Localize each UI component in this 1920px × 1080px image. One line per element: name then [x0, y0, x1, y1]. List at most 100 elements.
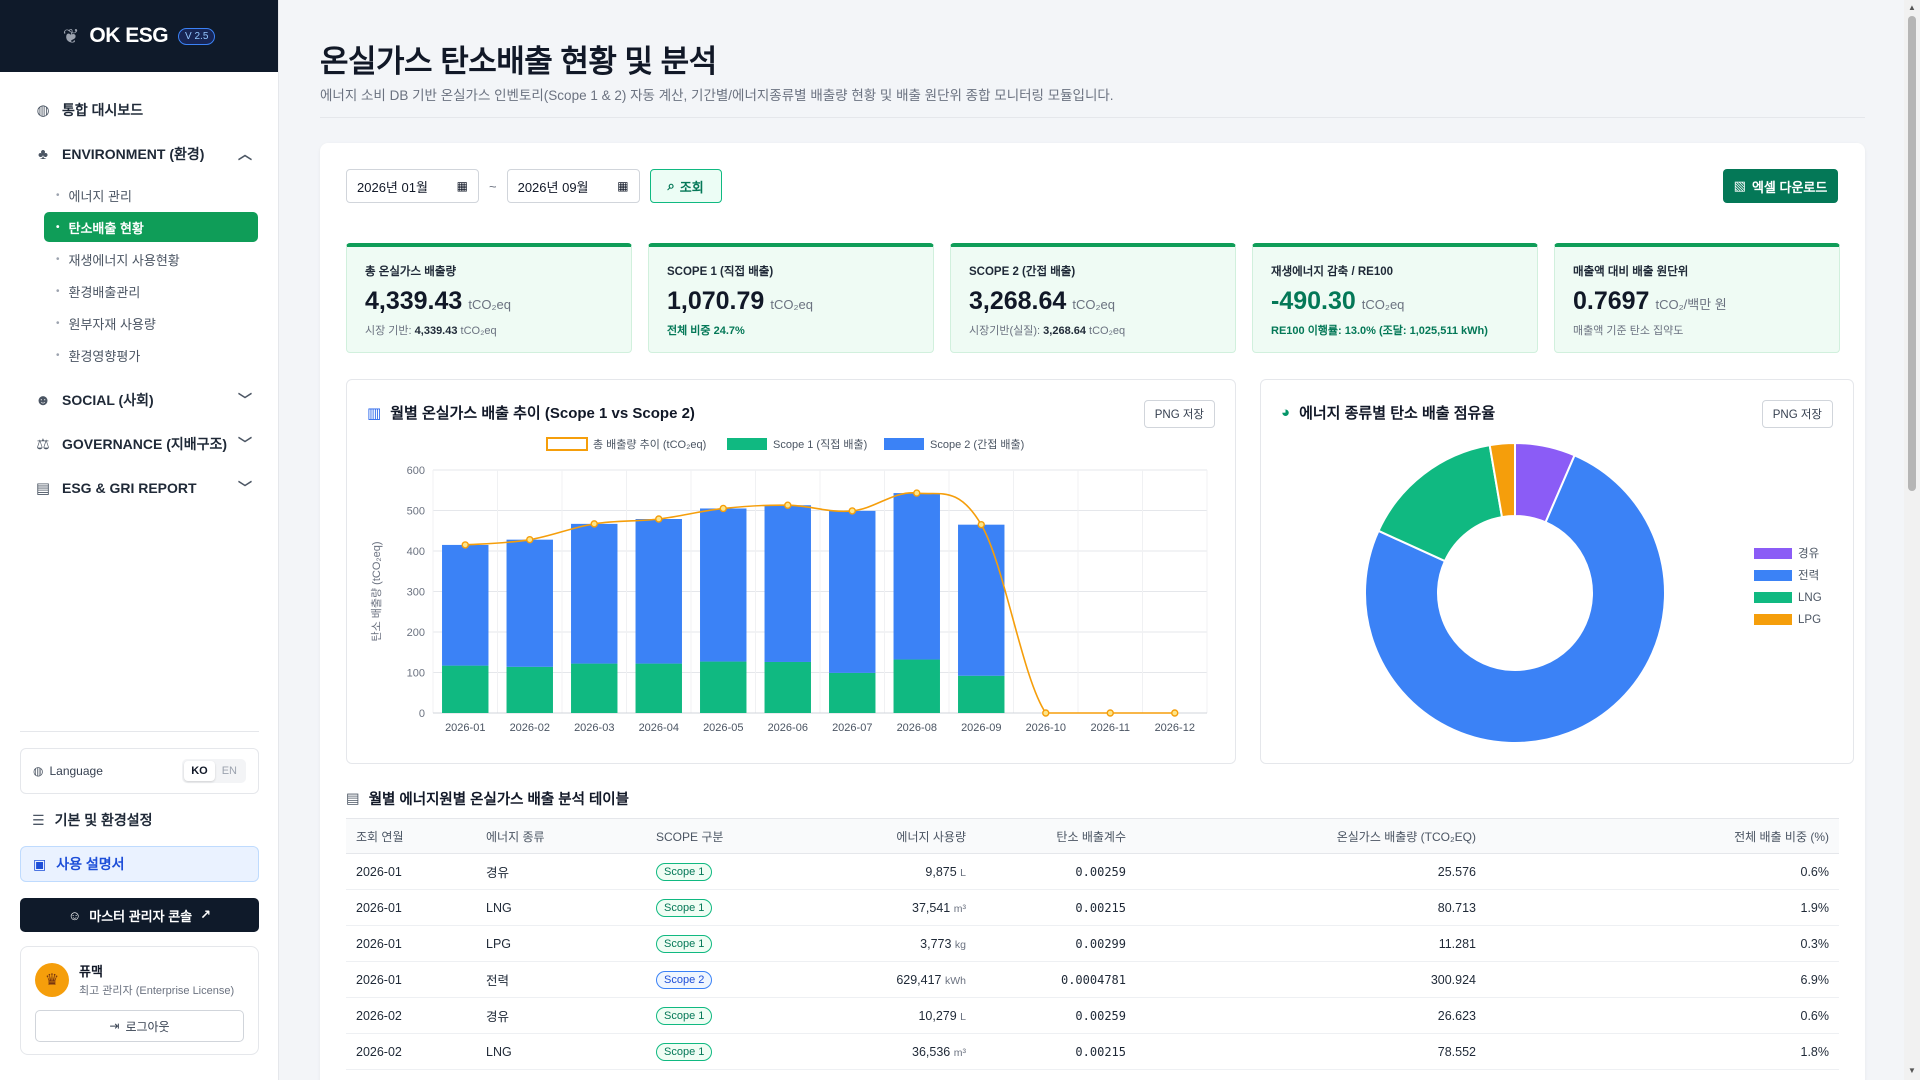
cell-energy: LNG — [476, 889, 646, 926]
scope-badge: Scope 2 — [656, 970, 713, 989]
col-scope[interactable]: SCOPE 구분 — [646, 818, 826, 854]
cell-factor: 0.0004781 — [976, 961, 1136, 998]
nav-report[interactable]: ▤ ESG & GRI REPORT ﹀ — [0, 466, 278, 510]
calendar-icon[interactable]: ▦ — [617, 179, 629, 193]
bar-scope2 — [893, 493, 940, 660]
cell-scope: Scope 1 — [646, 997, 826, 1034]
legend-swatch — [1754, 592, 1792, 603]
table-row[interactable]: 2026-02 경유 Scope 1 10,279 L 0.00259 26.623 0.6… — [346, 997, 1839, 1034]
subnav-energy[interactable]: • 에너지 관리 — [44, 180, 258, 210]
search-icon: ⌕ — [667, 178, 675, 193]
page-subtitle: 에너지 소비 DB 기반 온실가스 인벤토리(Scope 1 & 2) 자동 계… — [320, 88, 1114, 103]
kpi-value-row: -490.30 tCO₂eq — [1271, 287, 1519, 316]
logout-button[interactable]: ⇥ 로그아웃 — [35, 1010, 244, 1042]
usage-unit: kWh — [945, 974, 966, 987]
nav-governance[interactable]: ⚖ GOVERNANCE (지배구조) ﹀ — [0, 422, 278, 466]
chevron-up-icon: ︿ — [238, 146, 252, 162]
kpi-sub-suffix: tCO₂eq — [457, 325, 497, 337]
search-button[interactable]: ⌕ 조회 — [649, 169, 722, 203]
bullet-icon: • — [56, 317, 60, 329]
bar-scope1 — [958, 675, 1005, 713]
kpi-value: -490.30 — [1271, 287, 1356, 315]
cell-month: 2026-01 — [346, 853, 476, 890]
col-factor[interactable]: 탄소 배출계수 — [976, 818, 1136, 854]
master-console-button[interactable]: ☺ 마스터 관리자 콘솔 ↗ — [20, 898, 259, 932]
col-usage[interactable]: 에너지 사용량 — [826, 818, 976, 854]
x-tick-label: 2026-02 — [510, 722, 550, 734]
legend-label: LNG — [1798, 592, 1822, 604]
table-row[interactable]: 2026-01 LPG Scope 1 3,773 kg 0.00299 11.281 0.… — [346, 925, 1839, 962]
bar-scope2 — [635, 519, 682, 664]
col-energy[interactable]: 에너지 종류 — [476, 818, 646, 854]
date-to-input[interactable]: 2026년 09월 ▦ — [506, 169, 640, 203]
bar-scope1 — [571, 663, 618, 713]
brand-header[interactable]: ❦ OK ESG V 2.5 — [0, 0, 278, 72]
table-row[interactable]: 2026-02 LNG Scope 1 36,536 m³ 0.00215 78.552 1… — [346, 1033, 1839, 1070]
x-tick-label: 2026-08 — [897, 722, 937, 734]
table-row[interactable]: 2026-01 전력 Scope 2 629,417 kWh 0.0004781 300.… — [346, 961, 1839, 998]
kpi-subtext: RE100 이행률: 13.0% (조달: 1,025,511 kWh) — [1271, 325, 1488, 337]
cell-factor: 0.00259 — [976, 853, 1136, 890]
col-month[interactable]: 조회 연월 — [346, 818, 476, 854]
table-header-row: 조회 연월 에너지 종류 SCOPE 구분 에너지 사용량 탄소 배출계수 온실… — [346, 818, 1839, 854]
kpi-title: SCOPE 2 (간접 배출) — [969, 266, 1076, 278]
kpi-value-row: 1,070.79 tCO₂eq — [667, 287, 915, 316]
book-icon: ▣ — [33, 855, 47, 872]
table-row[interactable]: 2026-01 LNG Scope 1 37,541 m³ 0.00215 80.713 1… — [346, 889, 1839, 926]
kpi-subtext: 전체 비중 24.7% — [667, 325, 745, 337]
bullet-icon: • — [56, 349, 60, 361]
png-save-button[interactable]: PNG 저장 — [1143, 400, 1215, 428]
x-tick-label: 2026-04 — [639, 722, 679, 734]
legend-label: 총 배출량 추이 (tCO₂eq) — [593, 438, 706, 451]
legend-swatch — [1754, 570, 1792, 581]
cell-usage: 37,541 m³ — [826, 889, 976, 926]
x-tick-label: 2026-10 — [1026, 722, 1066, 734]
cell-usage: 629,417 kWh — [826, 961, 976, 998]
nav-social-label: SOCIAL (사회) — [62, 392, 154, 408]
subnav-emission[interactable]: • 환경배출관리 — [44, 276, 258, 306]
date-from-input[interactable]: 2026년 01월 ▦ — [346, 169, 479, 203]
usage-value: 36,536 — [912, 1044, 951, 1059]
cell-factor: 0.00215 — [976, 889, 1136, 926]
kpi-value: 1,070.79 — [667, 287, 765, 315]
subnav-materials[interactable]: • 원부자재 사용량 — [44, 308, 258, 338]
cell-usage: 10,279 L — [826, 997, 976, 1034]
page-scrollbar[interactable]: ▲ ▼ — [1904, 0, 1920, 1080]
x-tick-label: 2026-09 — [961, 722, 1001, 734]
line-point — [719, 504, 727, 513]
scroll-down-icon[interactable]: ▼ — [1908, 1066, 1916, 1075]
x-tick-label: 2026-01 — [445, 722, 485, 734]
y-tick-label: 600 — [407, 465, 425, 477]
emission-table: 조회 연월 에너지 종류 SCOPE 구분 에너지 사용량 탄소 배출계수 온실… — [346, 818, 1839, 1070]
bar-scope1 — [506, 666, 553, 713]
nav-social[interactable]: ☻ SOCIAL (사회) ﹀ — [0, 378, 278, 422]
png-save-button[interactable]: PNG 저장 — [1761, 400, 1833, 428]
calendar-icon[interactable]: ▦ — [456, 179, 468, 193]
col-share[interactable]: 전체 배출 비중 (%) — [1486, 818, 1839, 854]
lang-ko-button[interactable]: KO — [184, 761, 215, 781]
subnav-renewable[interactable]: • 재생에너지 사용현황 — [44, 244, 258, 274]
x-tick-label: 2026-07 — [832, 722, 872, 734]
chevron-down-icon: ﹀ — [238, 436, 252, 452]
col-emission[interactable]: 온실가스 배출량 (TCO₂EQ) — [1136, 818, 1486, 854]
nav-environment[interactable]: ♣ ENVIRONMENT (환경) ︿ — [0, 132, 278, 176]
subnav-impact[interactable]: • 환경영향평가 — [44, 340, 258, 370]
nav-dashboard[interactable]: ◍ 통합 대시보드 — [0, 88, 278, 132]
master-console-label: 마스터 관리자 콘솔 — [89, 908, 193, 924]
scope-badge: Scope 1 — [656, 898, 713, 917]
monthly-emission-panel: 0 100 200 300 400 500 600 탄소 배출량 (tCO₂eq) 2026-0… — [346, 379, 1236, 764]
settings-link[interactable]: ☰ 기본 및 환경설정 — [20, 802, 259, 838]
scroll-up-icon[interactable]: ▲ — [1908, 3, 1916, 12]
cell-share: 1.8% — [1486, 1033, 1839, 1070]
manual-link[interactable]: ▣ 사용 설명서 — [20, 846, 259, 882]
table-row[interactable]: 2026-01 경유 Scope 1 9,875 L 0.00259 25.576 0.6% — [346, 853, 1839, 890]
scroll-thumb[interactable] — [1908, 16, 1916, 491]
kpi-value: 4,339.43 — [365, 287, 463, 315]
kpi-value: 0.7697 — [1573, 287, 1650, 315]
subnav-label: 에너지 관리 — [68, 188, 132, 204]
subnav-carbon[interactable]: • 탄소배출 현황 — [44, 212, 258, 242]
lang-en-button[interactable]: EN — [221, 765, 237, 777]
excel-download-button[interactable]: ▧ 엑셀 다운로드 — [1723, 169, 1838, 203]
